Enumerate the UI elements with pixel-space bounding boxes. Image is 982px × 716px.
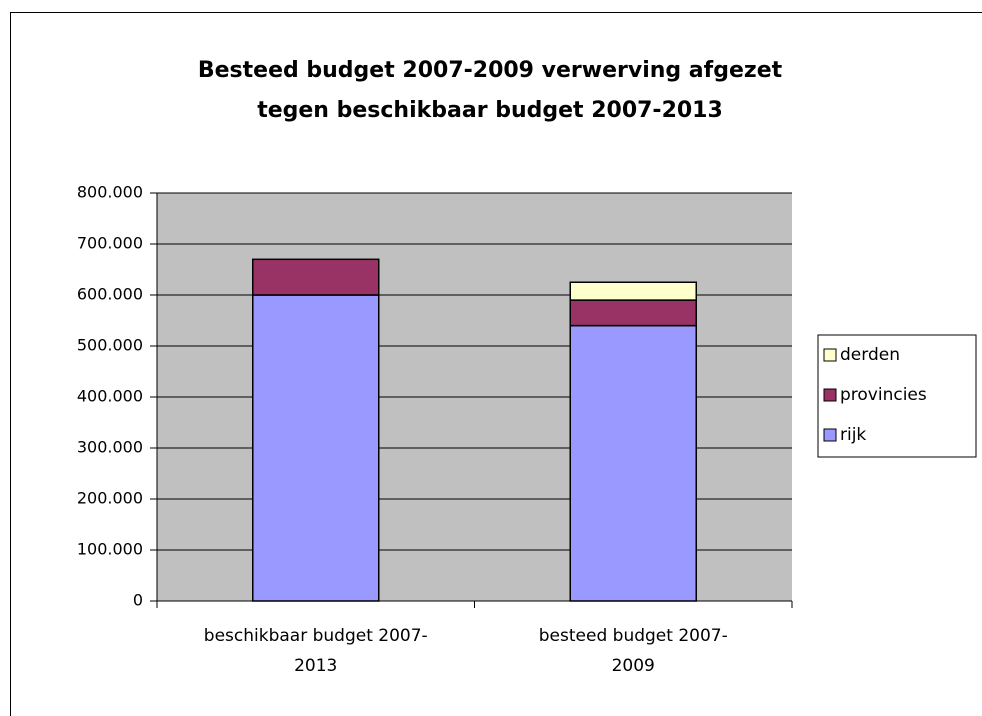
chart-title: tegen beschikbaar budget 2007-2013 <box>257 98 723 123</box>
x-tick-label-text: besteed budget 2007-2009 <box>538 626 728 676</box>
y-tick-label: 800.000 <box>77 183 143 202</box>
bar-segment <box>569 281 697 301</box>
legend-swatch <box>823 428 837 442</box>
bar-segment <box>569 324 697 602</box>
legend-box <box>817 334 977 458</box>
legend-label: provincies <box>840 385 927 405</box>
y-tick-label: 300.000 <box>77 438 143 457</box>
bar-segment <box>569 299 697 327</box>
legend-swatch <box>823 348 837 362</box>
y-tick-label: 0 <box>133 591 143 610</box>
legend-swatch <box>823 388 837 402</box>
y-tick-label: 700.000 <box>77 234 143 253</box>
x-tick-label: beschikbaar budget 2007-2013 <box>203 626 428 676</box>
chart-title: Besteed budget 2007-2009 verwerving afge… <box>198 58 783 83</box>
y-tick-label: 500.000 <box>77 336 143 355</box>
y-tick-label: 200.000 <box>77 489 143 508</box>
y-tick-label: 600.000 <box>77 285 143 304</box>
legend-label: derden <box>840 345 900 365</box>
x-tick-label-text: beschikbaar budget 2007-2013 <box>203 626 428 676</box>
y-tick-label: 400.000 <box>77 387 143 406</box>
bar-segment <box>252 258 380 296</box>
bar-segment <box>252 294 380 602</box>
y-tick-label: 100.000 <box>77 540 143 559</box>
x-tick-label: besteed budget 2007-2009 <box>538 626 728 676</box>
legend-label: rijk <box>840 425 866 445</box>
